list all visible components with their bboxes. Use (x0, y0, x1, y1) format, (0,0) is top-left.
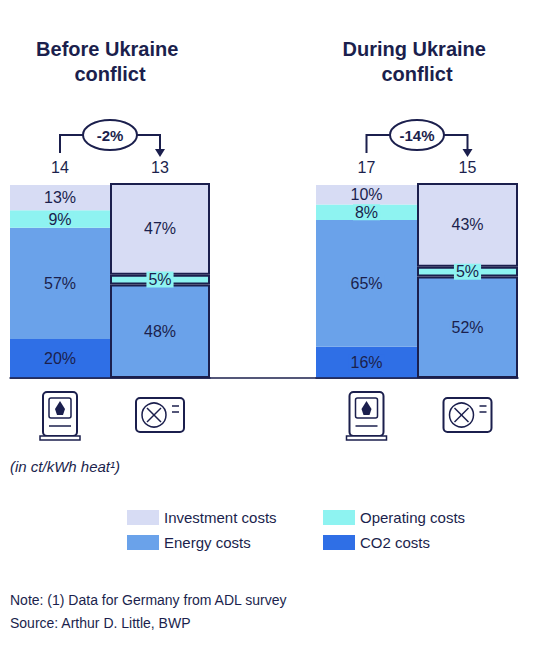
svg-text:During Ukraine: During Ukraine (343, 38, 492, 60)
svg-text:15: 15 (459, 159, 477, 176)
svg-text:Source: Arthur D. Little, BWP: Source: Arthur D. Little, BWP (10, 615, 191, 631)
svg-text:65%: 65% (350, 275, 382, 292)
svg-text:-14%: -14% (399, 127, 434, 144)
svg-text:-2%: -2% (97, 127, 124, 144)
svg-text:13: 13 (151, 159, 169, 176)
svg-text:20%: 20% (44, 350, 76, 367)
svg-text:conflict: conflict (74, 63, 145, 85)
svg-text:52%: 52% (451, 319, 483, 336)
svg-text:9%: 9% (48, 211, 71, 228)
svg-text:13%: 13% (44, 189, 76, 206)
svg-text:Investment costs: Investment costs (164, 509, 277, 526)
svg-text:Note: (1) Data for Germany fro: Note: (1) Data for Germany from ADL surv… (10, 592, 286, 608)
svg-text:CO2 costs: CO2 costs (360, 534, 430, 551)
svg-text:57%: 57% (44, 275, 76, 292)
svg-text:Before Ukraine: Before Ukraine (36, 38, 184, 60)
svg-text:conflict: conflict (381, 63, 452, 85)
svg-text:17: 17 (358, 159, 376, 176)
svg-text:Operating costs: Operating costs (360, 509, 465, 526)
svg-text:16%: 16% (350, 354, 382, 371)
svg-text:10%: 10% (350, 186, 382, 203)
svg-text:47%: 47% (144, 220, 176, 237)
svg-text:5%: 5% (456, 263, 479, 280)
svg-text:8%: 8% (355, 204, 378, 221)
svg-text:Energy costs: Energy costs (164, 534, 251, 551)
svg-text:43%: 43% (451, 216, 483, 233)
svg-text:48%: 48% (144, 323, 176, 340)
svg-text:14: 14 (51, 159, 69, 176)
svg-text:(in ct/kWh heat¹): (in ct/kWh heat¹) (10, 458, 120, 475)
svg-text:5%: 5% (148, 271, 171, 288)
